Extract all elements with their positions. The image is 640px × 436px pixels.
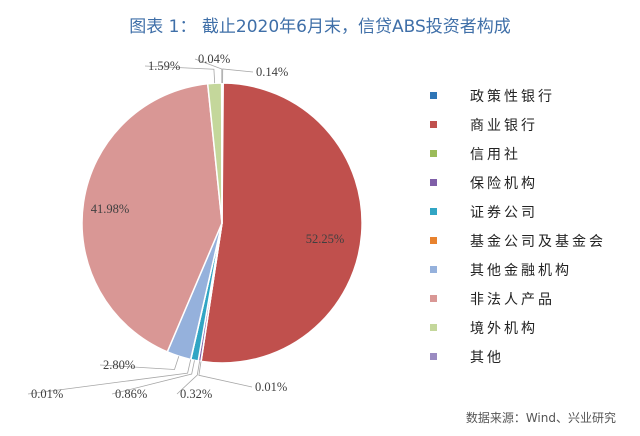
legend-item-基金公司及基金会: 基金公司及基金会	[430, 233, 606, 250]
legend-label: 保险机构	[470, 176, 538, 192]
legend-swatch	[430, 353, 437, 360]
legend-swatch	[430, 179, 437, 186]
data-label-其他: 0.04%	[198, 52, 230, 66]
data-label-非法人产品: 41.98%	[91, 202, 130, 216]
legend-item-信用社: 信用社	[430, 147, 521, 163]
legend-swatch	[430, 208, 437, 215]
leader-line-其他金融机构	[99, 356, 180, 370]
legend-label: 其他金融机构	[470, 263, 572, 279]
pie-slice-商业银行	[200, 82, 363, 364]
legend: 政策性银行商业银行信用社保险机构证券公司基金公司及基金会其他金融机构非法人产品境…	[430, 88, 606, 366]
legend-swatch	[430, 121, 437, 128]
legend-label: 非法人产品	[470, 292, 555, 308]
leader-line-保险机构	[176, 361, 200, 395]
leader-line-境外机构	[144, 65, 216, 84]
data-label-境外机构: 1.59%	[148, 59, 180, 73]
pie-slice-非法人产品	[81, 82, 223, 353]
legend-swatch	[430, 237, 437, 244]
legend-label: 政策性银行	[470, 88, 555, 105]
leader-line-基金公司及基金会	[27, 359, 192, 395]
legend-swatch	[430, 324, 437, 331]
legend-swatch	[430, 295, 437, 302]
legend-item-非法人产品: 非法人产品	[430, 292, 555, 308]
legend-label: 商业银行	[470, 118, 538, 134]
leader-line-其他	[194, 58, 223, 83]
data-label-保险机构: 0.32%	[180, 387, 212, 401]
pie-slices	[81, 82, 363, 364]
data-labels: 0.14% 52.25% 0.01% 0.32% 0.86% 0.01% 2.80% 41.9…	[31, 52, 344, 401]
legend-swatch	[430, 92, 437, 99]
leader-line-证券公司	[111, 360, 195, 395]
data-label-其他金融机构: 2.80%	[103, 358, 135, 372]
legend-label: 证券公司	[470, 205, 538, 221]
legend-label: 基金公司及基金会	[470, 233, 606, 250]
legend-swatch	[430, 266, 437, 273]
legend-item-保险机构: 保险机构	[430, 176, 538, 192]
data-label-信用社: 0.01%	[255, 380, 287, 394]
data-label-基金公司及基金会: 0.01%	[31, 387, 63, 401]
legend-label: 其他	[470, 350, 504, 366]
legend-item-证券公司: 证券公司	[430, 205, 538, 221]
leader-line-信用社	[198, 361, 253, 388]
legend-label: 信用社	[470, 147, 521, 163]
legend-swatch	[430, 150, 437, 157]
legend-item-其他: 其他	[430, 350, 504, 366]
data-source-note: 数据来源：Wind、兴业研究	[465, 411, 616, 425]
chart-title: 图表 1： 截止2020年6月末，信贷ABS投资者构成	[129, 17, 511, 37]
legend-item-其他金融机构: 其他金融机构	[430, 263, 572, 279]
legend-label: 境外机构	[470, 321, 538, 337]
legend-item-政策性银行: 政策性银行	[430, 88, 555, 105]
legend-item-商业银行: 商业银行	[430, 118, 538, 134]
leader-line-政策性银行	[222, 68, 254, 84]
leader-lines	[27, 58, 254, 395]
data-label-证券公司: 0.86%	[115, 387, 147, 401]
data-label-商业银行: 52.25%	[306, 232, 345, 246]
data-label-政策性银行: 0.14%	[256, 65, 288, 79]
legend-item-境外机构: 境外机构	[430, 321, 538, 337]
